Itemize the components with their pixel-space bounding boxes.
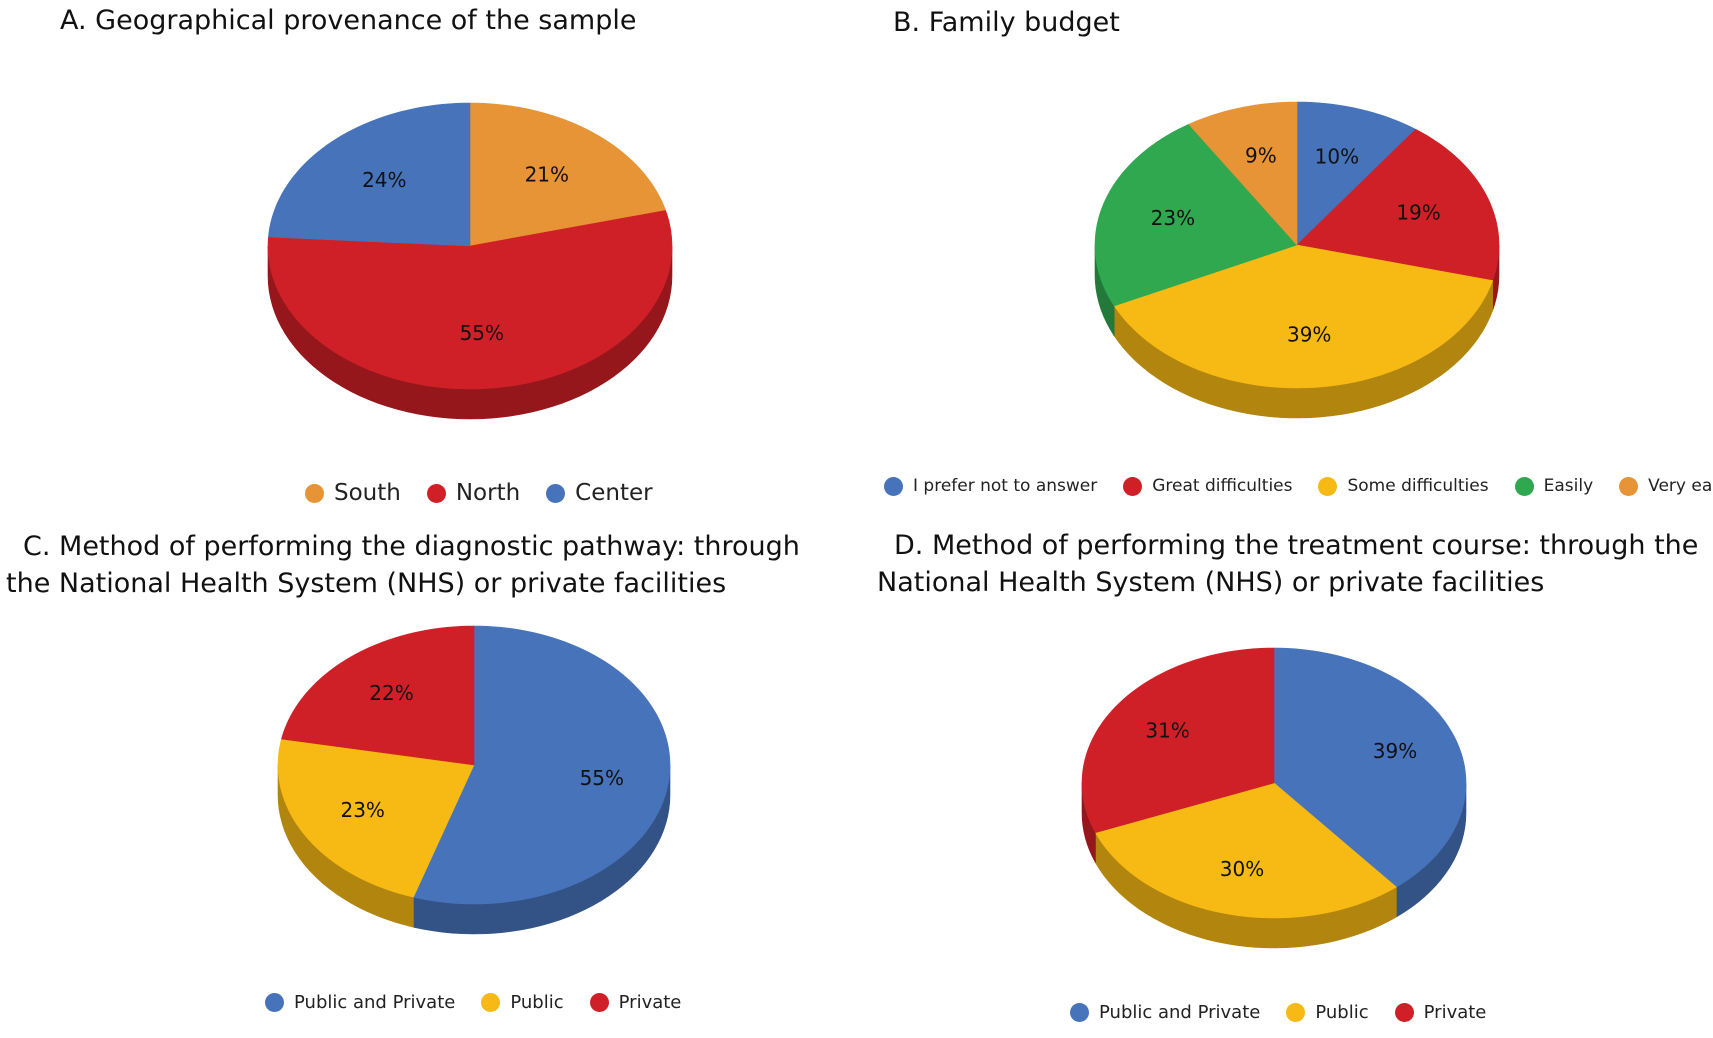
legend-label: South [334, 480, 401, 506]
pie-value-label: 10% [1315, 145, 1359, 169]
legend-item: Easily [1514, 476, 1594, 496]
pie-slice-great-difficulties [1296, 128, 1500, 281]
legend-swatch [589, 993, 609, 1012]
legend-swatch [1514, 476, 1534, 496]
pie-value-label: 9% [1245, 144, 1277, 168]
legend-item: Some difficulties [1318, 476, 1489, 496]
legend-swatch [1394, 1003, 1414, 1022]
legend-swatch [1619, 476, 1639, 496]
chart-c-title-line-1: C. Method of performing the diagnostic p… [23, 531, 800, 562]
legend-item: I prefer not to answer [884, 476, 1097, 496]
legend-swatch [884, 476, 903, 496]
pie-slice-center [268, 102, 471, 247]
chart-d-title-line-1: D. Method of performing the treatment co… [894, 530, 1699, 561]
legend-label: Public [1315, 1002, 1369, 1023]
chart-c-pie: 55% 23% 22% [277, 625, 671, 935]
pie-value-label: 30% [1220, 857, 1264, 881]
pie-value-label: 39% [1373, 739, 1417, 763]
chart-c-title: C. Method of performing the diagnostic p… [6, 528, 800, 602]
legend-swatch [481, 993, 501, 1012]
chart-a-title: A. Geographical provenance of the sample [60, 5, 637, 36]
chart-d-legend: Public and Private Public Private [1070, 1002, 1486, 1023]
chart-b-title: B. Family budget [893, 7, 1120, 38]
legend-swatch [265, 993, 284, 1012]
chart-c-title-line-2: the National Health System (NHS) or priv… [6, 568, 727, 599]
legend-label: Great difficulties [1152, 476, 1293, 496]
legend-swatch [1070, 1003, 1089, 1022]
chart-d-pie: 39% 30% 31% [1081, 647, 1467, 949]
legend-item: Very easily [1619, 476, 1713, 496]
pie-value-label: 19% [1396, 201, 1440, 225]
legend-swatch [546, 483, 566, 503]
legend-label: Public and Private [1099, 1002, 1261, 1023]
chart-d-title-line-2: National Health System (NHS) or private … [877, 567, 1545, 598]
pie-slice-public-and-private [413, 625, 671, 905]
legend-label: Private [618, 992, 682, 1013]
legend-swatch [1286, 1003, 1306, 1022]
legend-swatch [426, 483, 446, 503]
pie-slice-private [1081, 647, 1275, 834]
legend-item: South [305, 480, 401, 506]
legend-label: I prefer not to answer [913, 476, 1098, 496]
pie-slice-south [469, 102, 667, 247]
pie-value-label: 55% [460, 321, 504, 345]
pie-slice-public [277, 738, 475, 898]
legend-label: Public [510, 992, 564, 1013]
legend-item: Public [481, 992, 564, 1013]
pie-slice-public-and-private [1273, 647, 1467, 888]
legend-swatch [305, 483, 324, 503]
pie-slice-north [267, 210, 673, 390]
pie-value-label: 39% [1287, 323, 1331, 347]
legend-item: Great difficulties [1123, 476, 1292, 496]
legend-label: Public and Private [294, 992, 456, 1013]
legend-swatch [1318, 476, 1338, 496]
pie-slice-some-difficulties [1113, 244, 1494, 389]
pie-value-label: 23% [340, 798, 384, 822]
legend-label: Some difficulties [1347, 476, 1489, 496]
legend-item: Public and Private [265, 992, 455, 1013]
legend-label: Center [575, 480, 653, 506]
chart-c-legend: Public and Private Public Private [265, 992, 681, 1013]
chart-b-pie: 10% 19% 39% 23% 9% [1094, 101, 1500, 419]
legend-item: Private [1394, 1002, 1487, 1023]
chart-b-legend: I prefer not to answer Great difficulties… [884, 476, 1713, 496]
pie-slice-easily [1094, 123, 1298, 307]
pie-value-label: 55% [580, 766, 624, 790]
legend-item: Public [1286, 1002, 1369, 1023]
legend-label: Very easily [1648, 476, 1713, 496]
legend-label: Private [1423, 1002, 1487, 1023]
pie-slice-public [1095, 782, 1397, 919]
pie-value-label: 21% [525, 162, 569, 186]
pie-slice-i-prefer-not-to-answer [1296, 101, 1417, 246]
legend-swatch [1123, 476, 1143, 496]
legend-item: Public and Private [1070, 1002, 1260, 1023]
pie-value-label: 22% [369, 681, 413, 705]
legend-label: North [455, 480, 521, 506]
legend-label: Easily [1543, 476, 1594, 496]
pie-slice-very-easily [1188, 101, 1298, 246]
pie-value-label: 23% [1151, 206, 1195, 230]
pie-slice-private [281, 625, 475, 766]
pie-value-label: 24% [362, 168, 406, 192]
legend-item: North [426, 480, 521, 506]
pie-value-label: 31% [1145, 719, 1189, 743]
chart-a-pie: 21% 55% 24% [267, 102, 673, 420]
legend-item: Center [546, 480, 653, 506]
legend-item: Private [589, 992, 682, 1013]
chart-d-title: D. Method of performing the treatment co… [877, 527, 1698, 601]
chart-a-legend: South North Center [305, 480, 653, 506]
